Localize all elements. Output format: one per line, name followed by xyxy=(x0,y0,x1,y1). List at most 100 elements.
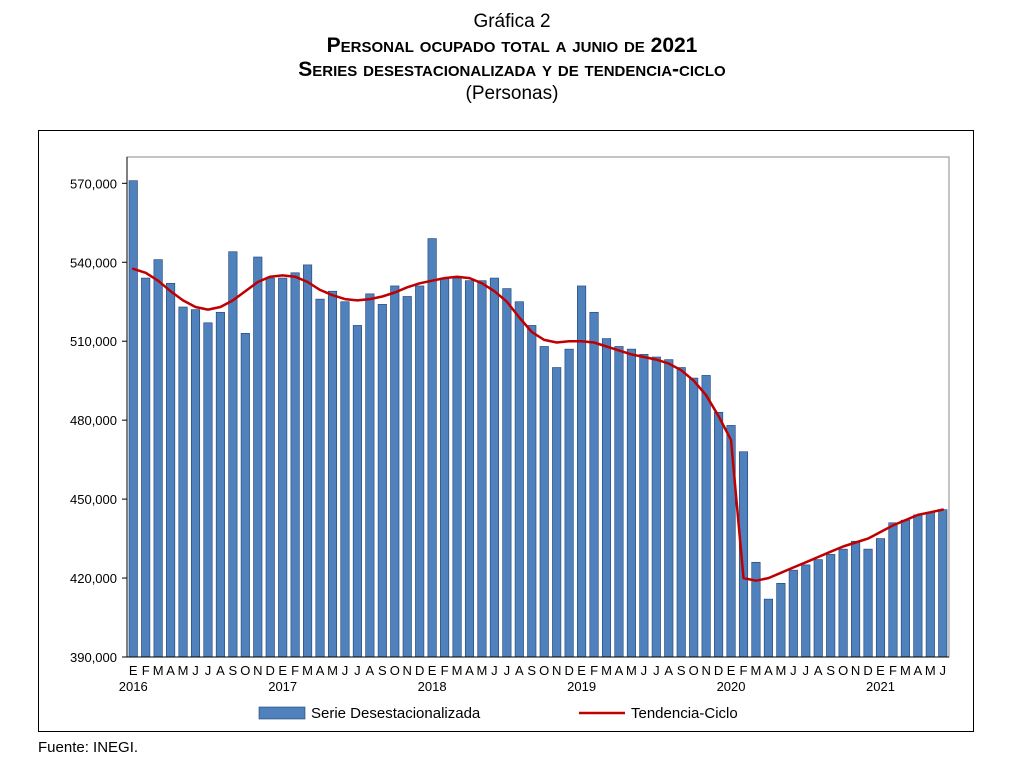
y-tick-label: 540,000 xyxy=(70,255,117,270)
bar xyxy=(751,561,761,658)
y-tick-label: 510,000 xyxy=(70,334,117,349)
bar xyxy=(141,277,151,658)
x-tick-label: J xyxy=(504,663,511,678)
x-year-label: 2020 xyxy=(717,679,746,694)
bar xyxy=(327,290,338,658)
x-tick-label: D xyxy=(714,663,723,678)
x-tick-label: A xyxy=(166,663,175,678)
chart-label: Gráfica 2 xyxy=(473,11,551,32)
x-tick-label: J xyxy=(205,663,212,678)
bar xyxy=(440,277,450,658)
x-year-label: 2017 xyxy=(268,679,297,694)
bar xyxy=(552,367,562,658)
y-tick-label: 450,000 xyxy=(70,492,117,507)
legend-bar-swatch xyxy=(258,706,306,720)
x-tick-label: E xyxy=(876,663,885,678)
x-tick-label: D xyxy=(415,663,424,678)
x-tick-label: F xyxy=(889,663,897,678)
bar xyxy=(626,348,636,658)
bar xyxy=(813,559,823,658)
x-tick-label: A xyxy=(914,663,923,678)
bar xyxy=(352,325,362,658)
x-tick-label: A xyxy=(366,663,375,678)
bar xyxy=(415,285,425,658)
chart-header: Gráfica 2 Personal ocupado total a junio… xyxy=(0,10,1024,106)
bar xyxy=(589,311,599,658)
source-note: Fuente: INEGI. xyxy=(38,739,139,756)
bar xyxy=(925,511,935,658)
x-tick-label: E xyxy=(577,663,586,678)
x-tick-label: E xyxy=(727,663,736,678)
x-tick-label: M xyxy=(925,663,936,678)
x-tick-label: F xyxy=(590,663,598,678)
x-tick-label: A xyxy=(664,663,673,678)
bar xyxy=(763,598,773,658)
bar xyxy=(290,272,300,658)
x-tick-label: E xyxy=(278,663,287,678)
bar xyxy=(452,277,462,658)
bar xyxy=(788,569,798,658)
x-tick-label: O xyxy=(838,663,848,678)
y-tick-label: 480,000 xyxy=(70,413,117,428)
bar xyxy=(153,259,163,658)
x-tick-label: S xyxy=(677,663,686,678)
bar xyxy=(365,293,375,658)
bar xyxy=(851,540,861,658)
x-tick-label: M xyxy=(477,663,488,678)
x-tick-label: J xyxy=(641,663,648,678)
chart-title: Personal ocupado total a junio de 2021 xyxy=(326,34,698,57)
x-tick-label: J xyxy=(803,663,810,678)
bar xyxy=(651,356,661,658)
bar xyxy=(539,346,549,658)
chart-frame: 390,000 420,000 450,000 480,000 510,000 540,0… xyxy=(38,130,974,732)
bar xyxy=(315,298,325,658)
bar xyxy=(128,180,138,658)
x-tick-label: M xyxy=(601,663,612,678)
x-tick-label: M xyxy=(153,663,164,678)
x-tick-label: J xyxy=(354,663,361,678)
x-tick-label: D xyxy=(863,663,872,678)
x-year-label: 2018 xyxy=(418,679,447,694)
bar xyxy=(863,548,873,658)
legend-label-trend: Tendencia-Ciclo xyxy=(631,705,738,722)
bar xyxy=(639,354,649,658)
bar xyxy=(190,309,201,658)
x-tick-label: E xyxy=(428,663,437,678)
bar xyxy=(178,306,188,658)
x-tick-label: N xyxy=(701,663,710,678)
legend-label-bars: Serie Desestacionalizada xyxy=(311,705,481,722)
x-tick-label: A xyxy=(316,663,325,678)
x-tick-label: N xyxy=(552,663,561,678)
bar xyxy=(900,519,910,658)
x-tick-label: F xyxy=(740,663,748,678)
trend-line xyxy=(131,267,945,582)
bar xyxy=(377,304,387,658)
bar xyxy=(215,311,225,658)
bar xyxy=(676,367,686,658)
x-tick-label: O xyxy=(539,663,549,678)
x-tick-label: D xyxy=(564,663,573,678)
x-tick-label: J xyxy=(342,663,349,678)
x-tick-label: A xyxy=(515,663,524,678)
x-tick-label: M xyxy=(452,663,463,678)
bar xyxy=(801,564,811,658)
bar xyxy=(826,554,836,658)
bar xyxy=(888,522,898,658)
x-tick-label: O xyxy=(390,663,400,678)
bar xyxy=(402,296,412,658)
x-tick-label: M xyxy=(775,663,786,678)
bar xyxy=(514,301,524,658)
bar xyxy=(303,264,313,658)
bar xyxy=(614,346,624,658)
x-tick-label: M xyxy=(178,663,189,678)
bar xyxy=(875,538,886,658)
bar xyxy=(489,277,499,658)
x-tick-label: N xyxy=(851,663,860,678)
x-tick-label: J xyxy=(653,663,660,678)
x-tick-label: S xyxy=(527,663,536,678)
x-tick-label: A xyxy=(814,663,823,678)
x-year-label: 2016 xyxy=(119,679,148,694)
bar xyxy=(564,348,574,658)
x-tick-label: F xyxy=(142,663,150,678)
bar xyxy=(253,256,263,658)
